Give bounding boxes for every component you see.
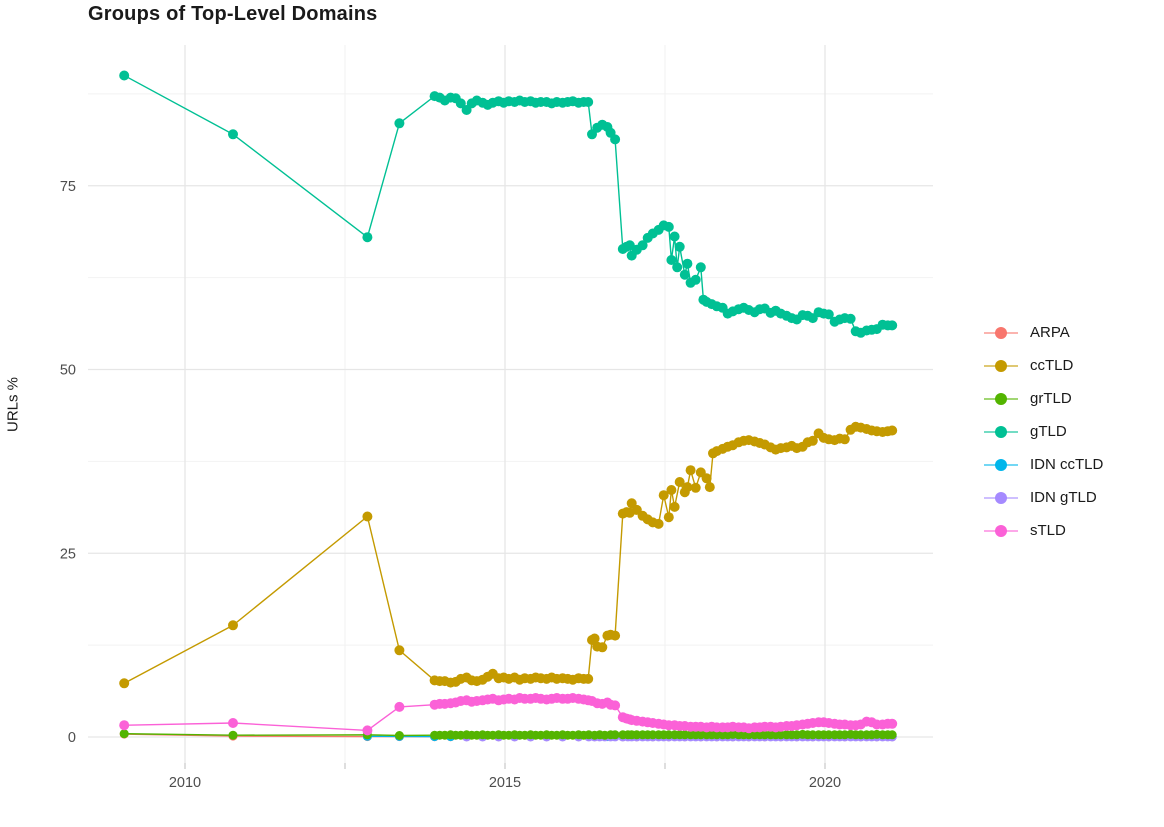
data-point bbox=[455, 98, 466, 109]
data-point bbox=[669, 501, 680, 512]
legend-label: ARPA bbox=[1030, 324, 1070, 341]
data-point bbox=[666, 485, 677, 495]
data-point bbox=[583, 97, 594, 107]
data-point bbox=[637, 240, 648, 251]
data-point bbox=[583, 673, 594, 684]
data-point bbox=[682, 258, 693, 269]
data-point bbox=[610, 630, 621, 641]
legend-key-icon bbox=[984, 326, 1018, 340]
data-point bbox=[690, 482, 701, 493]
data-point bbox=[663, 221, 674, 232]
data-point bbox=[658, 490, 669, 501]
legend-key-icon bbox=[984, 425, 1018, 439]
data-point bbox=[704, 482, 715, 493]
data-point bbox=[228, 718, 238, 728]
data-point bbox=[119, 729, 129, 739]
data-point bbox=[807, 435, 818, 446]
legend-label: sTLD bbox=[1030, 522, 1066, 539]
legend-item: grTLD bbox=[984, 382, 1103, 415]
series-gtld bbox=[119, 70, 898, 338]
legend-item: gTLD bbox=[984, 415, 1103, 448]
data-point bbox=[672, 262, 683, 273]
legend-label: grTLD bbox=[1030, 390, 1072, 407]
data-point bbox=[685, 465, 696, 476]
data-point bbox=[666, 255, 677, 265]
legend-item: IDN gTLD bbox=[984, 481, 1103, 514]
legend: ARPA ccTLD grTLD gTLD IDN ccTLD IDN gTLD sTLD bbox=[984, 316, 1103, 547]
data-point bbox=[679, 269, 690, 280]
x-tick-label: 2010 bbox=[169, 775, 201, 791]
data-point bbox=[228, 129, 238, 140]
data-point bbox=[610, 134, 621, 145]
y-axis-labels: 0 25 50 75 bbox=[60, 179, 76, 746]
data-point bbox=[653, 518, 664, 529]
legend-key-icon bbox=[984, 359, 1018, 373]
data-point bbox=[690, 274, 701, 285]
data-point bbox=[228, 730, 238, 740]
series-stld bbox=[119, 693, 898, 736]
data-point bbox=[119, 70, 130, 81]
data-point bbox=[823, 309, 834, 320]
data-point bbox=[394, 118, 405, 129]
data-point bbox=[887, 718, 898, 729]
x-tick-label: 2020 bbox=[809, 775, 841, 791]
legend-key-icon bbox=[984, 491, 1018, 505]
data-point bbox=[610, 730, 620, 740]
x-axis-ticks bbox=[184, 763, 826, 769]
data-point bbox=[597, 642, 608, 653]
data-point bbox=[119, 678, 130, 689]
series-grtld bbox=[119, 729, 897, 740]
series-cctld bbox=[119, 421, 898, 689]
x-tick-label: 2015 bbox=[489, 775, 521, 791]
data-point bbox=[695, 262, 706, 273]
data-point bbox=[119, 720, 130, 731]
data-point bbox=[674, 241, 685, 252]
y-tick-label: 25 bbox=[60, 546, 76, 562]
legend-key-icon bbox=[984, 524, 1018, 538]
x-axis-labels: 2010 2015 2020 bbox=[169, 775, 841, 791]
y-tick-label: 0 bbox=[68, 730, 76, 746]
data-point bbox=[610, 700, 621, 711]
legend-label: IDN ccTLD bbox=[1030, 456, 1104, 473]
data-point bbox=[663, 512, 674, 523]
gridlines bbox=[88, 45, 933, 763]
legend-label: gTLD bbox=[1030, 423, 1067, 440]
data-point bbox=[394, 645, 405, 656]
data-point bbox=[682, 482, 693, 493]
data-point bbox=[669, 231, 680, 242]
data-point bbox=[887, 320, 898, 331]
data-point bbox=[394, 731, 404, 740]
legend-label: IDN gTLD bbox=[1030, 489, 1097, 506]
data-point bbox=[362, 232, 373, 243]
legend-item: sTLD bbox=[984, 514, 1103, 547]
legend-item: IDN ccTLD bbox=[984, 448, 1103, 481]
legend-label: ccTLD bbox=[1030, 357, 1074, 374]
y-axis-title: URLs % bbox=[4, 377, 22, 433]
data-point bbox=[362, 725, 373, 736]
data-point bbox=[887, 730, 897, 740]
y-tick-label: 75 bbox=[60, 179, 76, 195]
data-point bbox=[394, 701, 405, 712]
y-tick-label: 50 bbox=[60, 363, 76, 379]
legend-key-icon bbox=[984, 458, 1018, 472]
data-point bbox=[701, 473, 712, 484]
chart-title: Groups of Top-Level Domains bbox=[88, 3, 378, 25]
data-point bbox=[887, 425, 898, 436]
data-point bbox=[839, 434, 850, 445]
legend-item: ccTLD bbox=[984, 349, 1103, 382]
data-point bbox=[589, 633, 600, 644]
data-point bbox=[228, 620, 238, 631]
legend-key-icon bbox=[984, 392, 1018, 406]
data-point bbox=[845, 313, 856, 324]
legend-item: ARPA bbox=[984, 316, 1103, 349]
data-point bbox=[674, 477, 685, 487]
data-point bbox=[362, 511, 373, 522]
